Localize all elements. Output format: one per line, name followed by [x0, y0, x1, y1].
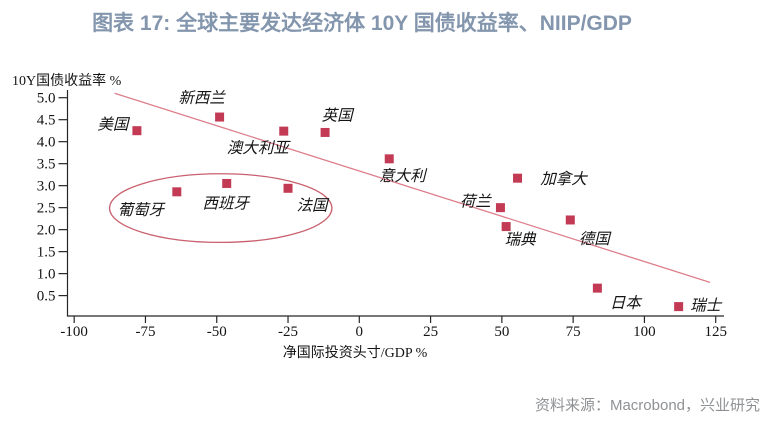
y-tick-label: 4.5 [37, 113, 56, 129]
data-point-se [501, 222, 511, 232]
y-tick-label: 4.0 [37, 135, 56, 151]
data-point-es [222, 178, 232, 188]
y-tick-label: 5.0 [37, 91, 56, 107]
point-label-pt: 葡萄牙 [118, 201, 166, 219]
data-point-nz [215, 112, 225, 122]
x-tick-label: 75 [566, 324, 581, 340]
y-tick-label: 0.5 [37, 289, 56, 305]
chart-title: 图表 17: 全球主要发达经济体 10Y 国债收益率、NIIP/GDP [92, 12, 632, 35]
data-point-jp [592, 283, 602, 293]
point-label-de: 德国 [579, 230, 613, 248]
point-label-nz: 新西兰 [178, 89, 226, 107]
x-tick-label: 25 [423, 324, 438, 340]
x-tick-label: -100 [60, 324, 88, 340]
x-tick-label: 50 [494, 324, 509, 340]
y-tick-label: 3.0 [37, 179, 56, 195]
point-label-se: 瑞典 [505, 231, 538, 249]
y-axis-title: 10Y国债收益率 % [12, 74, 122, 89]
x-tick-label: 100 [633, 324, 656, 340]
data-point-us [132, 126, 142, 136]
data-point-nl [495, 203, 505, 213]
y-tick-label: 3.5 [37, 157, 56, 173]
point-label-ca: 加拿大 [540, 170, 588, 188]
x-tick-label: -75 [135, 324, 155, 340]
source-note: 资料来源：Macrobond，兴业研究 [534, 397, 760, 414]
data-point-it [384, 154, 394, 164]
point-label-nl: 荷兰 [460, 193, 493, 211]
x-axis-title: 净国际投资头寸/GDP % [282, 346, 428, 361]
point-label-uk: 英国 [322, 106, 356, 124]
data-point-ch [674, 302, 684, 312]
point-label-es: 西班牙 [202, 194, 250, 212]
y-tick-label: 1.0 [37, 267, 56, 283]
data-point-uk [320, 127, 330, 137]
data-point-fr [283, 183, 293, 193]
annotation-ellipse [108, 173, 333, 244]
point-label-au: 澳大利亚 [227, 139, 292, 157]
x-tick-label: -50 [207, 324, 227, 340]
trend-line [114, 92, 711, 284]
point-label-it: 意大利 [379, 167, 428, 185]
x-tick-label: 0 [356, 324, 364, 340]
y-tick-label: 1.5 [37, 245, 56, 261]
data-point-au [279, 126, 289, 136]
x-tick-label: 125 [704, 324, 727, 340]
point-label-us: 美国 [97, 116, 131, 134]
y-tick-label: 2.0 [37, 223, 56, 239]
y-tick-label: 2.5 [37, 201, 56, 217]
data-point-de [565, 215, 575, 225]
x-tick-label: -25 [278, 324, 298, 340]
point-label-jp: 日本 [610, 295, 643, 312]
data-point-ca [513, 173, 523, 183]
point-label-fr: 法国 [297, 196, 331, 214]
point-label-ch: 瑞士 [690, 297, 723, 315]
data-point-pt [172, 187, 182, 197]
